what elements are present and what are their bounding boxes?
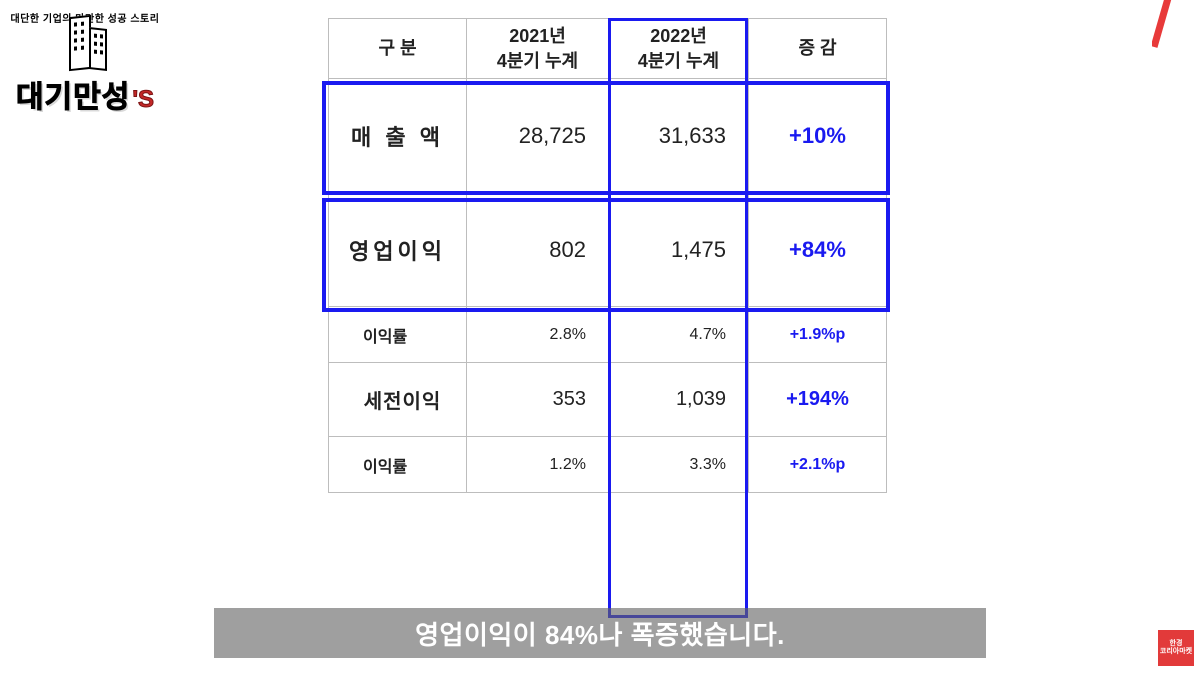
row-label: 이익률 bbox=[329, 307, 467, 363]
row-label: 영업이익 bbox=[329, 193, 467, 307]
video-subtitle: 영업이익이 84%나 폭증했습니다. bbox=[214, 608, 986, 658]
logo-title-suffix: 'S bbox=[132, 86, 154, 114]
logo-title-main: 대기만성 bbox=[16, 72, 130, 116]
row-2021: 1.2% bbox=[467, 437, 609, 493]
row-delta: +10% bbox=[749, 79, 887, 193]
row-2022: 1,039 bbox=[609, 363, 749, 437]
badge-line1: 한경 bbox=[1170, 640, 1183, 648]
table-row: 세전이익 353 1,039 +194% bbox=[329, 363, 887, 437]
col-header-2021: 2021년4분기 누계 bbox=[467, 19, 609, 79]
row-2022: 31,633 bbox=[609, 79, 749, 193]
col-header-2022: 2022년4분기 누계 bbox=[609, 19, 749, 79]
row-2021: 353 bbox=[467, 363, 609, 437]
row-2021: 2.8% bbox=[467, 307, 609, 363]
row-label: 이익률 bbox=[329, 437, 467, 493]
financial-table-wrap: 구 분 2021년4분기 누계 2022년4분기 누계 증 감 매 출 액 28… bbox=[328, 18, 886, 493]
row-2022: 4.7% bbox=[609, 307, 749, 363]
table-header-row: 구 분 2021년4분기 누계 2022년4분기 누계 증 감 bbox=[329, 19, 887, 79]
table-row: 영업이익 802 1,475 +84% bbox=[329, 193, 887, 307]
row-delta: +1.9%p bbox=[749, 307, 887, 363]
row-delta: +2.1%p bbox=[749, 437, 887, 493]
channel-logo: 대단한 기업의 만만한 성공 스토리 대기만성 'S bbox=[0, 6, 170, 116]
badge-line2: 코리아마켓 bbox=[1160, 648, 1192, 656]
table-row: 이익률 2.8% 4.7% +1.9%p bbox=[329, 307, 887, 363]
table-row: 이익률 1.2% 3.3% +2.1%p bbox=[329, 437, 887, 493]
financial-table: 구 분 2021년4분기 누계 2022년4분기 누계 증 감 매 출 액 28… bbox=[328, 18, 887, 493]
corner-slash-icon bbox=[1152, 0, 1172, 48]
row-label: 매 출 액 bbox=[329, 79, 467, 193]
channel-badge: 한경 코리아마켓 bbox=[1158, 630, 1194, 666]
table-row: 매 출 액 28,725 31,633 +10% bbox=[329, 79, 887, 193]
row-delta: +84% bbox=[749, 193, 887, 307]
row-label: 세전이익 bbox=[329, 363, 467, 437]
row-2021: 28,725 bbox=[467, 79, 609, 193]
row-2022: 3.3% bbox=[609, 437, 749, 493]
logo-building-icon bbox=[61, 23, 109, 70]
col-header-category: 구 분 bbox=[329, 19, 467, 79]
logo-title: 대기만성 'S bbox=[16, 72, 154, 116]
row-2022: 1,475 bbox=[609, 193, 749, 307]
row-delta: +194% bbox=[749, 363, 887, 437]
row-2021: 802 bbox=[467, 193, 609, 307]
col-header-change: 증 감 bbox=[749, 19, 887, 79]
